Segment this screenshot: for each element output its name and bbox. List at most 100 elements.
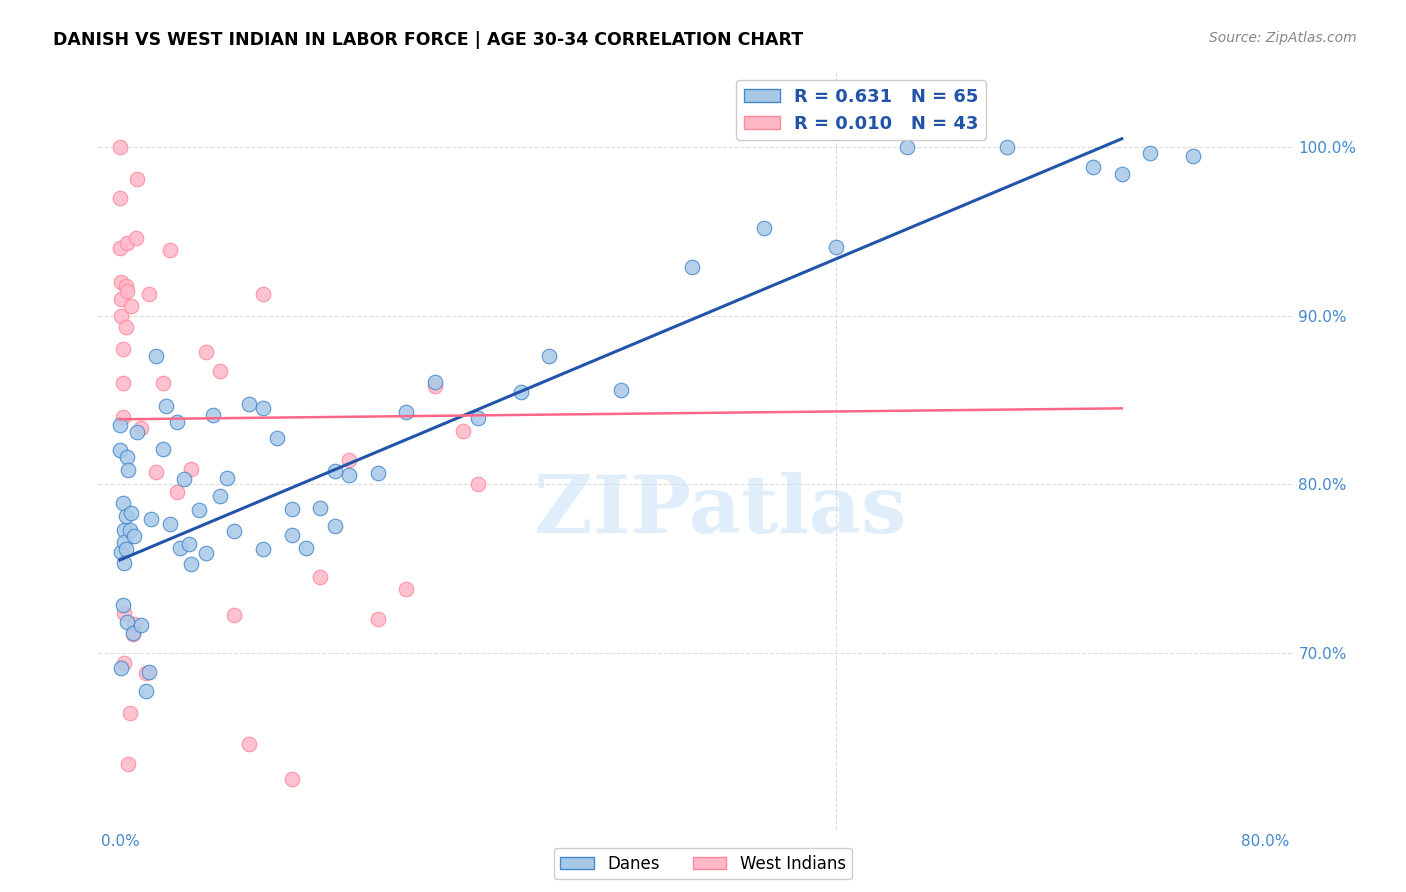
Point	[538, 349, 561, 363]
Point	[395, 405, 418, 419]
Point	[252, 286, 274, 301]
Point	[309, 569, 332, 583]
Point	[111, 409, 134, 424]
Point	[114, 320, 136, 334]
Point	[166, 416, 188, 430]
Point	[252, 542, 274, 557]
Point	[117, 756, 139, 771]
Point	[323, 464, 346, 478]
Point	[111, 598, 134, 612]
Point	[152, 376, 174, 391]
Point	[194, 546, 217, 560]
Point	[752, 220, 775, 235]
Point	[395, 582, 418, 596]
Point	[131, 421, 153, 435]
Point	[896, 140, 918, 154]
Point	[110, 275, 132, 289]
Point	[125, 425, 148, 439]
Point	[194, 345, 217, 359]
Point	[423, 375, 446, 389]
Point	[173, 472, 195, 486]
Point	[124, 231, 146, 245]
Point	[122, 617, 145, 632]
Point	[201, 408, 224, 422]
Legend: R = 0.631   N = 65, R = 0.010   N = 43: R = 0.631 N = 65, R = 0.010 N = 43	[737, 80, 986, 140]
Point	[180, 558, 202, 572]
Point	[266, 431, 288, 445]
Point	[467, 411, 489, 425]
Point	[108, 443, 131, 458]
Point	[224, 524, 246, 538]
Point	[108, 191, 131, 205]
Point	[159, 243, 181, 257]
Point	[1111, 168, 1133, 182]
Point	[238, 397, 260, 411]
Point	[112, 657, 135, 671]
Point	[110, 309, 132, 323]
Point	[323, 519, 346, 533]
Point	[114, 541, 136, 556]
Point	[337, 468, 360, 483]
Point	[309, 500, 332, 515]
Point	[131, 617, 153, 632]
Point	[180, 461, 202, 475]
Point	[252, 401, 274, 416]
Point	[121, 625, 143, 640]
Point	[117, 463, 139, 477]
Point	[187, 502, 209, 516]
Point	[120, 300, 142, 314]
Point	[145, 349, 167, 363]
Point	[152, 442, 174, 456]
Point	[118, 706, 141, 720]
Point	[610, 383, 633, 397]
Point	[509, 384, 531, 399]
Point	[209, 489, 232, 503]
Point	[120, 506, 142, 520]
Point	[110, 661, 132, 675]
Point	[467, 477, 489, 491]
Point	[1139, 146, 1161, 161]
Point	[122, 528, 145, 542]
Point	[1182, 149, 1205, 163]
Point	[367, 612, 389, 626]
Point	[115, 615, 138, 629]
Point	[169, 541, 191, 555]
Point	[135, 665, 157, 680]
Point	[125, 172, 148, 186]
Point	[337, 453, 360, 467]
Text: DANISH VS WEST INDIAN IN LABOR FORCE | AGE 30-34 CORRELATION CHART: DANISH VS WEST INDIAN IN LABOR FORCE | A…	[53, 31, 804, 49]
Point	[112, 606, 135, 620]
Point	[280, 501, 302, 516]
Point	[238, 737, 260, 751]
Point	[112, 534, 135, 549]
Point	[138, 665, 160, 680]
Point	[114, 279, 136, 293]
Text: Source: ZipAtlas.com: Source: ZipAtlas.com	[1209, 31, 1357, 45]
Point	[824, 240, 846, 254]
Point	[111, 376, 134, 390]
Point	[112, 556, 135, 570]
Point	[110, 544, 132, 558]
Point	[135, 684, 157, 698]
Point	[177, 537, 200, 551]
Point	[159, 516, 181, 531]
Point	[138, 287, 160, 301]
Point	[224, 608, 246, 623]
Point	[367, 467, 389, 481]
Point	[423, 379, 446, 393]
Point	[1081, 160, 1104, 174]
Point	[110, 292, 132, 306]
Point	[108, 140, 131, 154]
Point	[121, 627, 143, 641]
Point	[114, 509, 136, 524]
Point	[453, 424, 475, 438]
Point	[115, 235, 138, 250]
Point	[166, 485, 188, 500]
Point	[681, 260, 703, 274]
Point	[111, 496, 134, 510]
Point	[155, 399, 177, 413]
Point	[111, 343, 134, 357]
Point	[112, 523, 135, 537]
Point	[145, 465, 167, 479]
Point	[118, 523, 141, 537]
